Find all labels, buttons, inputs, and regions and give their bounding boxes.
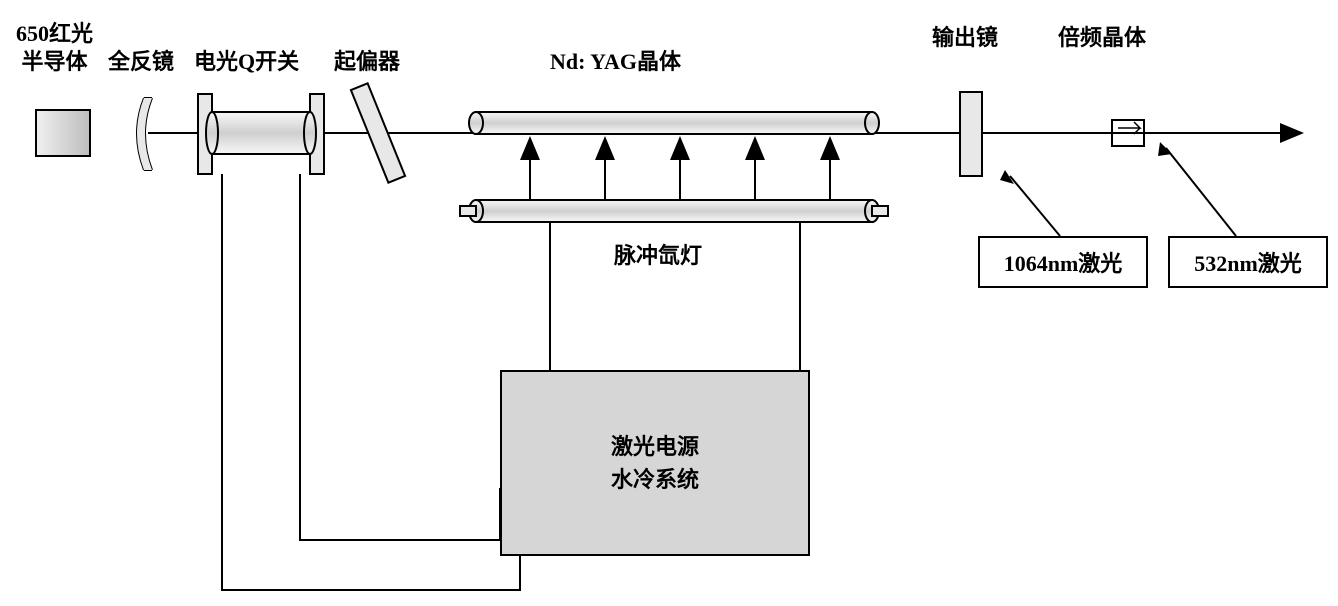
semiconductor-block <box>36 110 90 156</box>
pointer-532-arrowhead <box>1158 142 1172 156</box>
q-switch-icon <box>198 94 324 174</box>
pump-arrows <box>530 140 830 200</box>
output-mirror-icon <box>960 92 982 176</box>
yag-rod-icon <box>469 112 879 134</box>
pointer-1064 <box>1010 176 1060 236</box>
wire-q-left <box>222 174 520 590</box>
xenon-lamp-icon <box>460 200 888 222</box>
schematic-svg <box>0 0 1338 606</box>
pointer-532 <box>1166 148 1236 236</box>
wire-q-right <box>300 174 500 540</box>
